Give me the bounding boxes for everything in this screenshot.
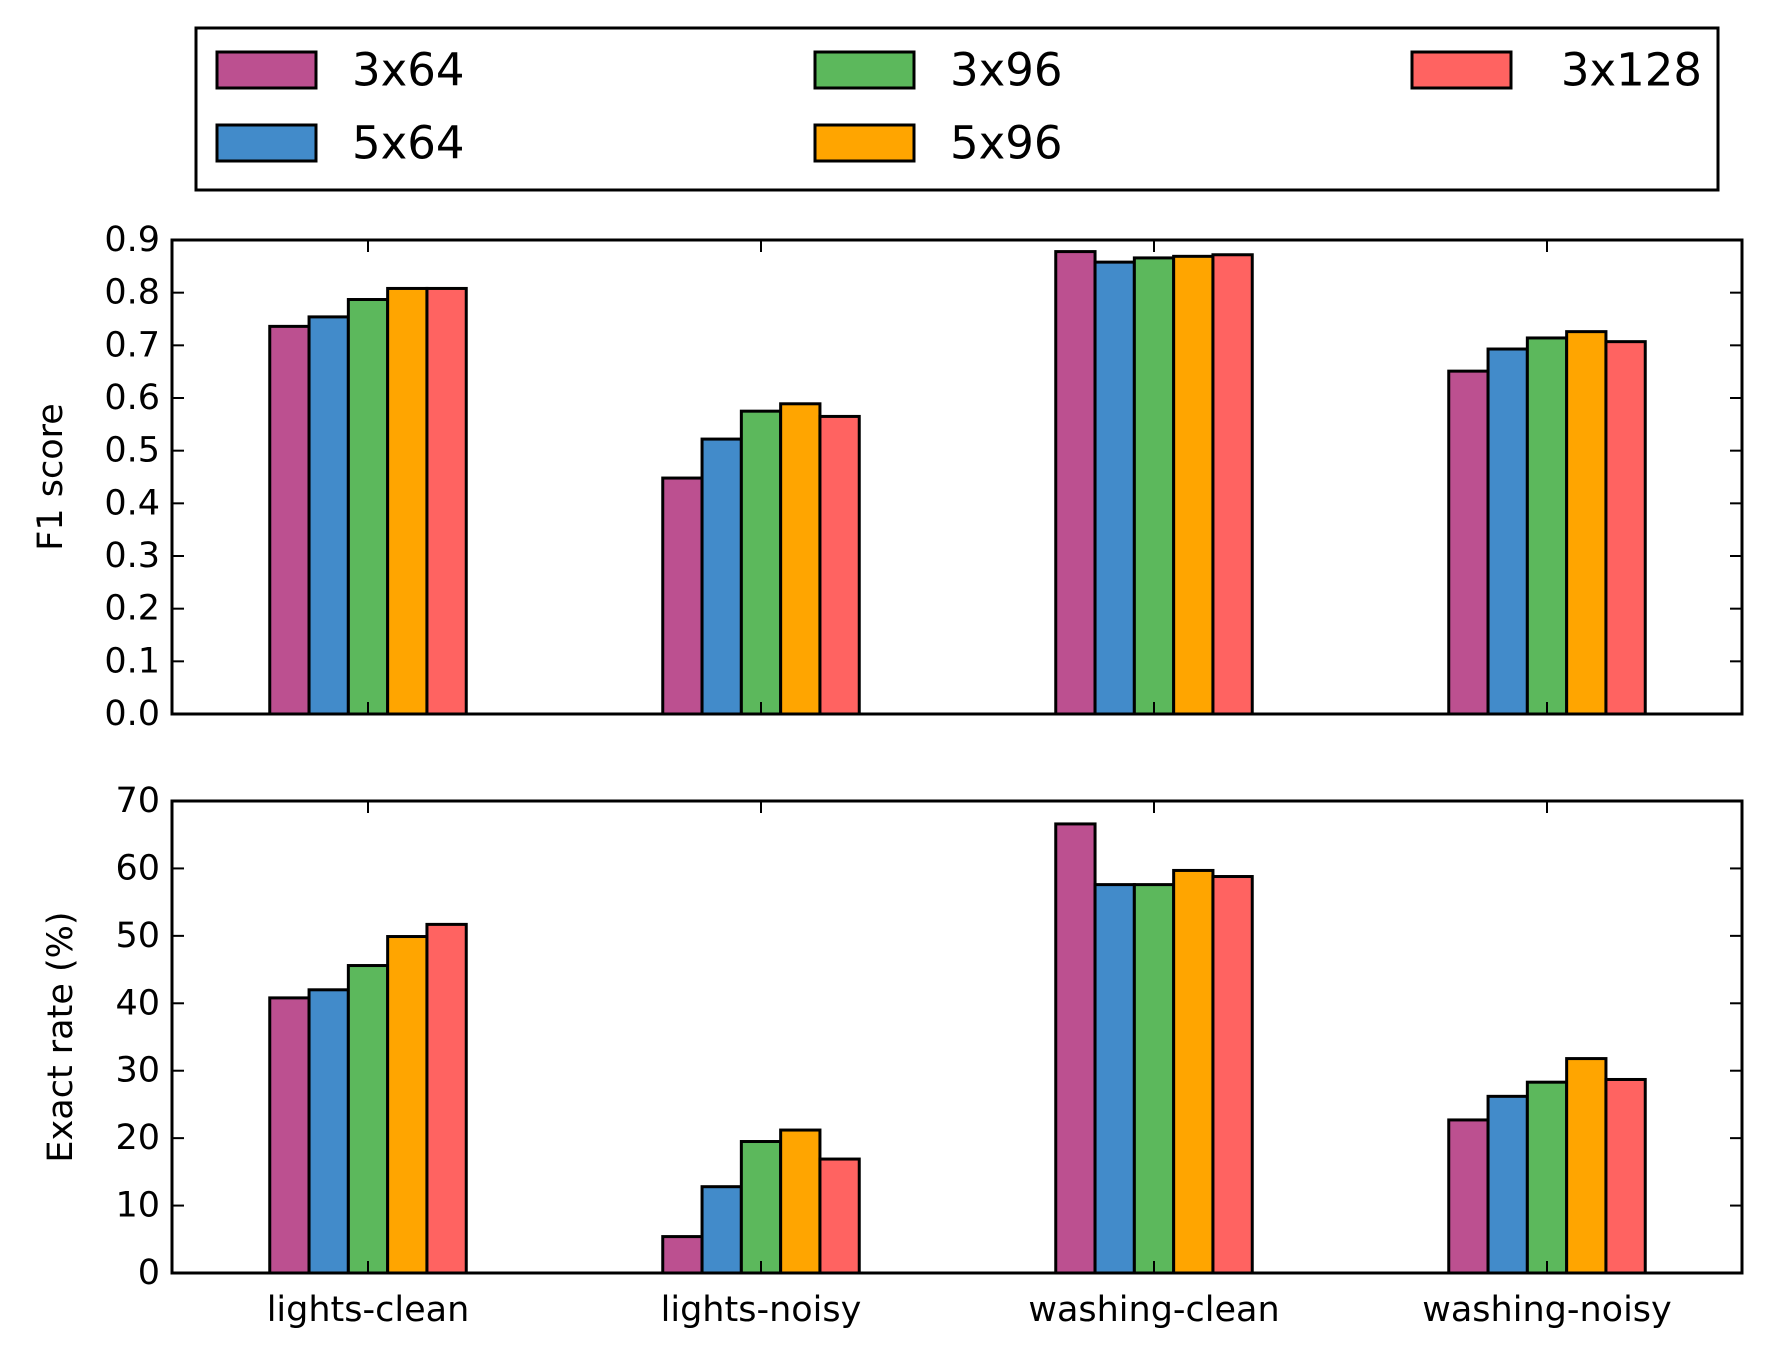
y-tick-label: 0.8 (104, 273, 160, 313)
bar-5x96-lights-noisy (779, 402, 822, 716)
bar-3x96-washing-clean (1132, 256, 1176, 716)
y-tick-label: 30 (115, 1051, 160, 1091)
bar-3x96-washing-noisy (1525, 336, 1569, 716)
bar-3x64-washing-clean (1054, 822, 1097, 1275)
bar-5x96-washing-noisy (1565, 330, 1608, 716)
bar-3x64-washing-noisy (1447, 1118, 1490, 1275)
legend-label-5x64: 5x64 (352, 117, 465, 170)
bar-3x64-lights-noisy (661, 476, 704, 716)
bar-3x128-washing-noisy (1604, 340, 1647, 716)
y-axis-title: Exact rate (%) (41, 911, 81, 1162)
bar-5x64-washing-noisy (1486, 1094, 1529, 1275)
legend-label-3x96: 3x96 (950, 44, 1063, 97)
legend-label-3x128: 3x128 (1561, 44, 1702, 97)
bar-5x64-lights-clean (307, 315, 350, 716)
bar-5x96-washing-clean (1172, 254, 1215, 716)
y-tick-label: 0.3 (104, 536, 160, 576)
legend-swatch-5x64 (215, 123, 318, 163)
y-tick-label: 40 (115, 983, 160, 1023)
exact-rate-panel: 0 10 20 30 40 50 60 70 lights-clean lights-noisy w… (41, 781, 1744, 1330)
y-tick-label: 60 (115, 848, 160, 888)
legend-label-3x64: 3x64 (352, 44, 465, 97)
bar-3x128-washing-noisy (1604, 1077, 1647, 1275)
bar-5x64-washing-noisy (1486, 347, 1529, 716)
y-tick-label: 0.7 (104, 325, 160, 365)
legend-swatch-3x96 (813, 50, 916, 90)
bar-5x96-lights-noisy (779, 1128, 822, 1275)
bar-3x128-washing-clean (1211, 875, 1254, 1275)
bar-5x96-lights-clean (386, 286, 429, 716)
legend-swatch-5x96 (813, 123, 916, 163)
bar-3x64-washing-noisy (1447, 369, 1490, 716)
legend-swatch-3x64 (215, 50, 318, 90)
y-tick-label: 0.5 (104, 431, 160, 471)
y-tick-label: 10 (115, 1186, 160, 1226)
bar-3x64-lights-noisy (661, 1235, 704, 1275)
x-tick-label-washing-noisy: washing-noisy (1422, 1290, 1672, 1330)
y-tick-label: 0.2 (104, 589, 160, 629)
plot-frame (170, 799, 1744, 1275)
bar-5x96-lights-clean (386, 935, 429, 1275)
bar-3x128-washing-clean (1211, 253, 1254, 716)
bar-3x128-lights-clean (425, 922, 468, 1275)
y-tick-label: 0.6 (104, 378, 160, 418)
bar-3x128-lights-noisy (818, 414, 861, 716)
bar-5x64-washing-clean (1093, 260, 1136, 716)
y-tick-label: 50 (115, 916, 160, 956)
bar-3x64-lights-clean (268, 324, 311, 716)
x-tick-label-washing-clean: washing-clean (1028, 1290, 1279, 1330)
bar-5x96-washing-clean (1172, 868, 1215, 1275)
bar-3x96-lights-clean (346, 964, 390, 1275)
y-tick-label: 0.1 (104, 641, 160, 681)
y-tick-label: 20 (115, 1118, 160, 1158)
bar-5x64-lights-noisy (700, 1185, 743, 1275)
bar-3x96-lights-clean (346, 298, 390, 716)
legend-label-5x96: 5x96 (950, 117, 1063, 170)
bar-3x64-washing-clean (1054, 250, 1097, 716)
x-tick-label-lights-clean: lights-clean (267, 1290, 470, 1330)
y-tick-label: 0.0 (104, 694, 160, 734)
x-tick-label-lights-noisy: lights-noisy (661, 1290, 862, 1330)
legend: 3x64 5x64 3x96 5x96 3x128 (194, 26, 1720, 192)
legend-swatch-3x128 (1410, 50, 1513, 90)
bar-5x96-washing-noisy (1565, 1057, 1608, 1275)
f1-score-panel: 0.0 0.1 0.2 0.3 0.4 0.5 0.6 0.7 0.8 0.9 F1 score (31, 220, 1744, 734)
bar-3x128-lights-noisy (818, 1157, 861, 1275)
bar-5x64-lights-noisy (700, 437, 743, 716)
bar-3x96-washing-noisy (1525, 1080, 1569, 1275)
bar-3x96-washing-clean (1132, 883, 1176, 1275)
bar-3x96-lights-noisy (739, 409, 783, 716)
bar-5x64-lights-clean (307, 988, 350, 1275)
y-tick-label: 70 (115, 781, 160, 821)
bar-3x96-lights-noisy (739, 1140, 783, 1275)
y-tick-label: 0.4 (104, 483, 160, 523)
y-axis-title: F1 score (31, 403, 71, 551)
y-tick-label: 0.9 (104, 220, 160, 260)
bar-5x64-washing-clean (1093, 883, 1136, 1275)
y-tick-label: 0 (138, 1253, 160, 1293)
bar-3x128-lights-clean (425, 286, 468, 716)
plot-frame (170, 238, 1744, 716)
bar-3x64-lights-clean (268, 996, 311, 1275)
